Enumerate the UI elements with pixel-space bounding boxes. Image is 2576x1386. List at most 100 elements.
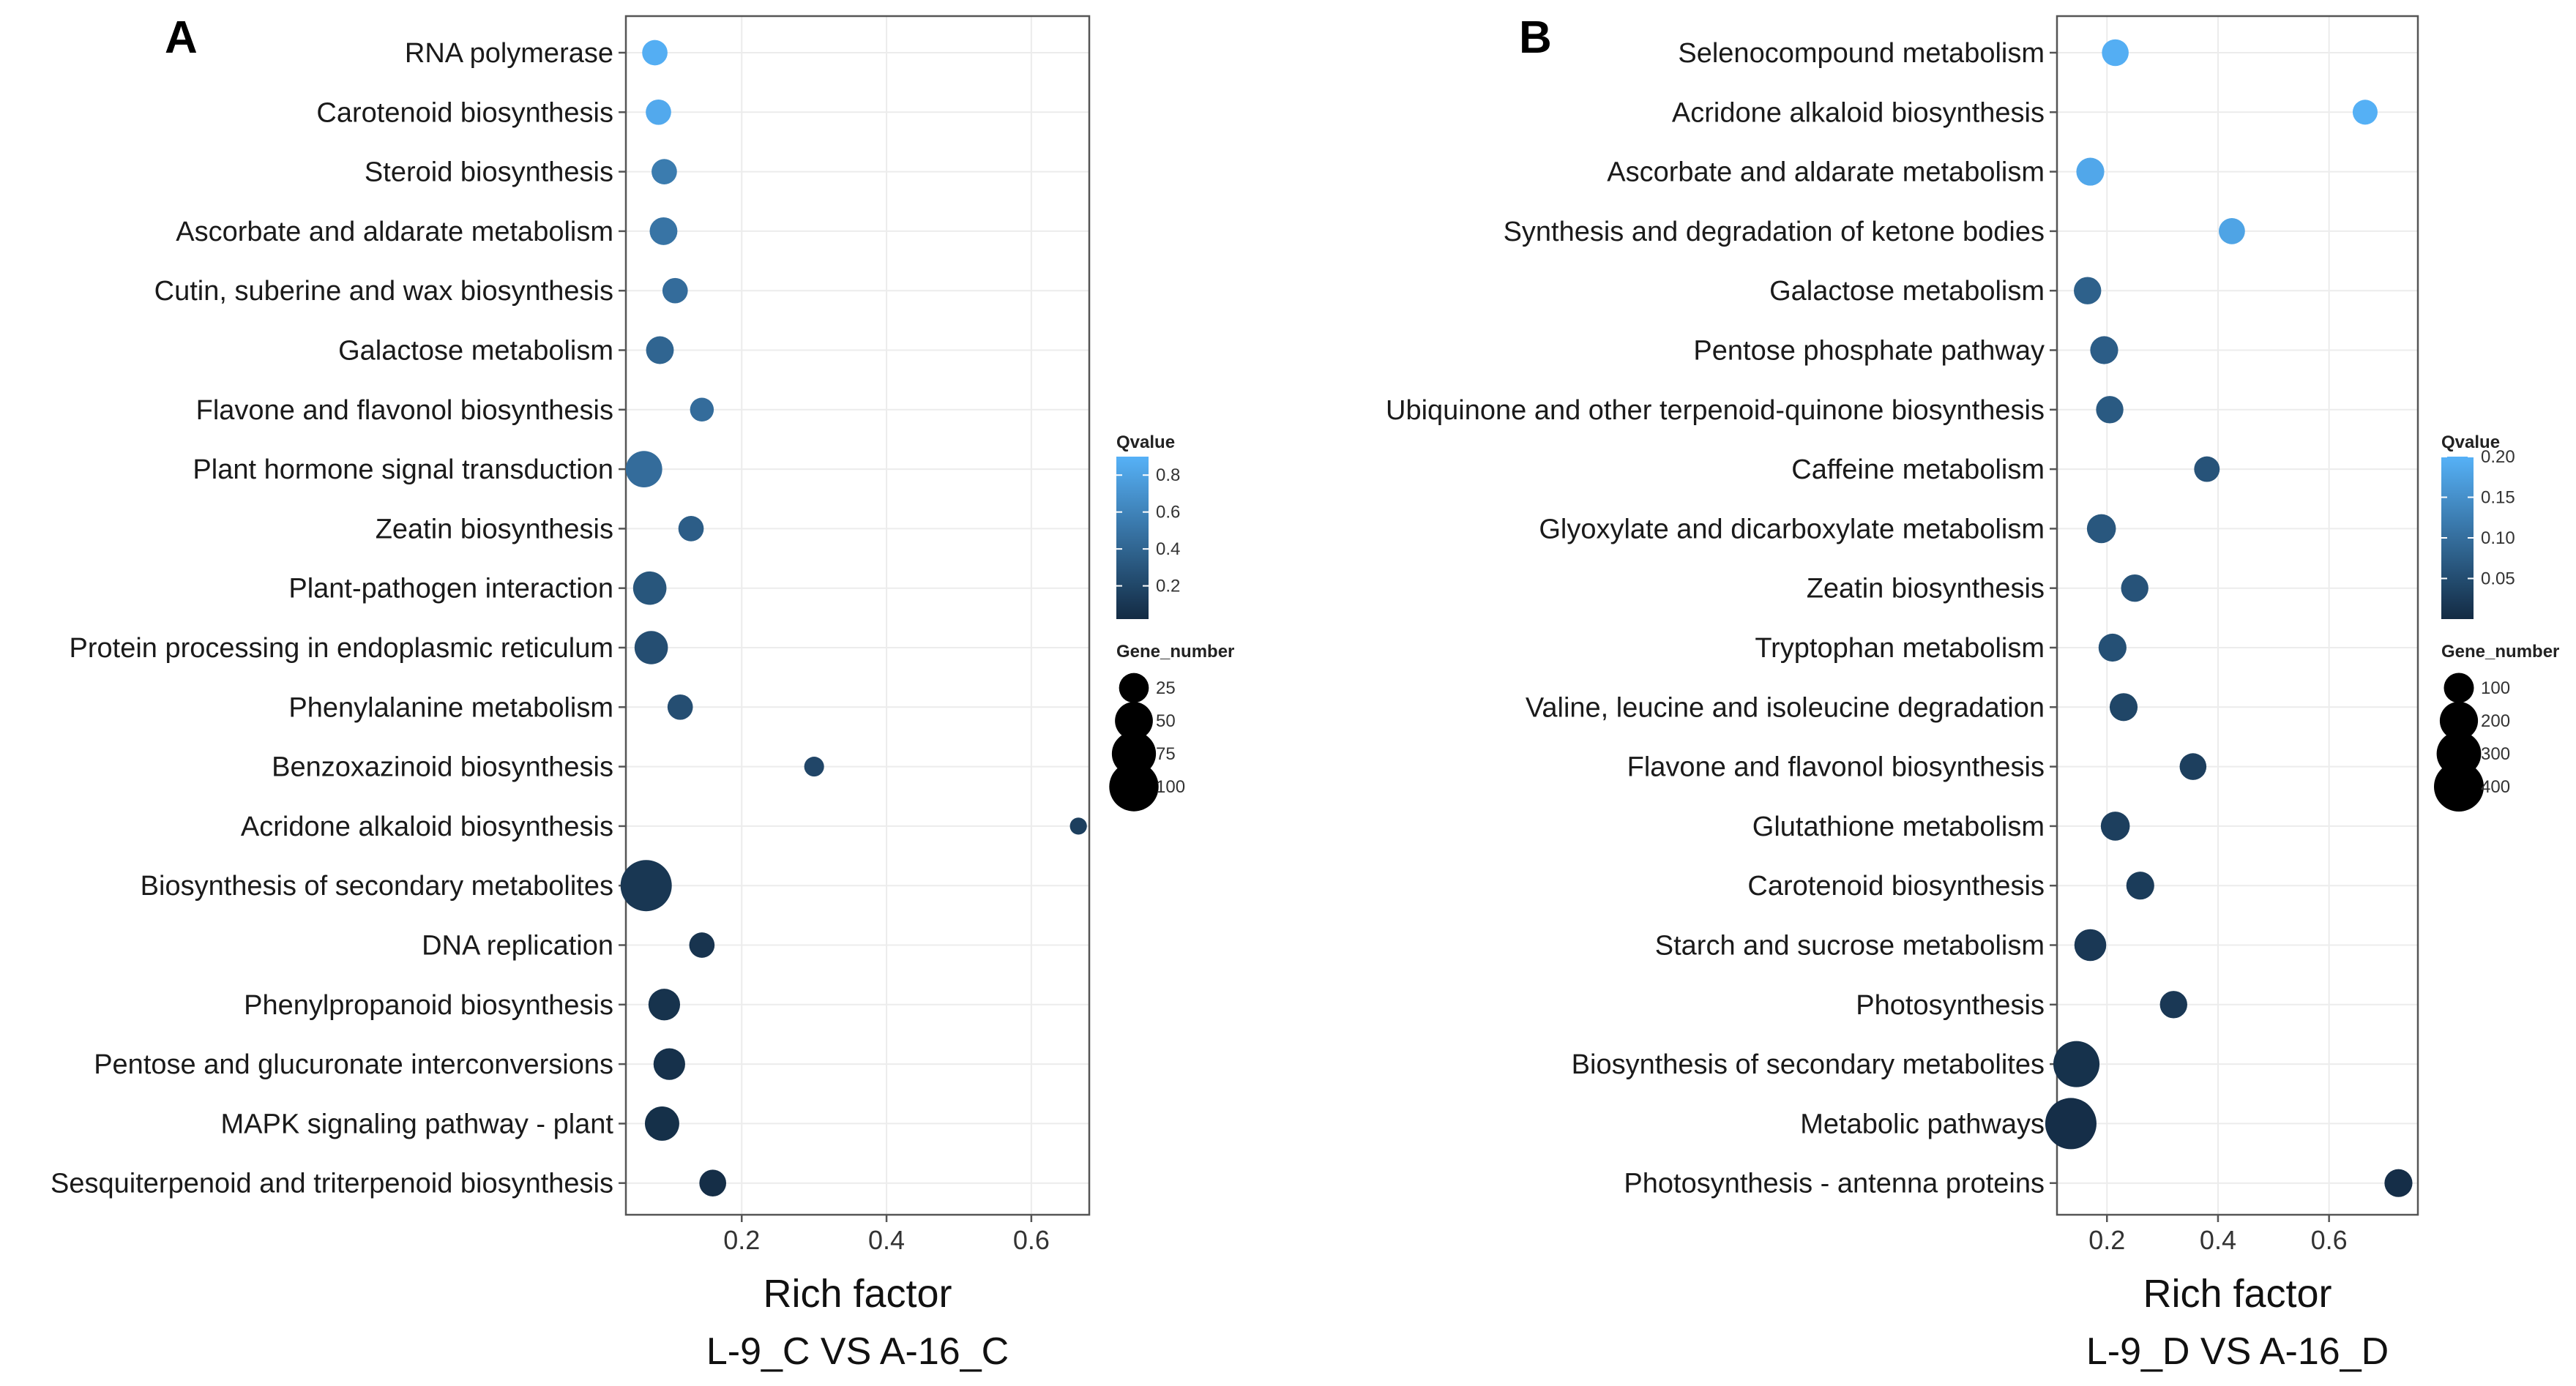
size-legend-title: Gene_number <box>1116 642 1234 662</box>
data-point <box>2045 1098 2097 1150</box>
y-tick-label: DNA replication <box>422 931 613 962</box>
x-tick-label: 0.2 <box>723 1225 760 1255</box>
data-point <box>2100 812 2130 841</box>
data-point <box>2384 1169 2413 1197</box>
data-point <box>2076 157 2105 186</box>
size-legend-key <box>2433 761 2484 812</box>
y-tick-label: Starch and sucrose metabolism <box>1655 931 2045 962</box>
y-tick-label: Pentose phosphate pathway <box>1693 336 2045 367</box>
y-tick-label: Plant-pathogen interaction <box>288 574 613 604</box>
size-legend-label: 300 <box>2481 744 2510 764</box>
panel-a: RNA polymerase Carotenoid biosynthesis Ste… <box>51 12 1234 1373</box>
data-point <box>2179 753 2207 780</box>
colorbar-tick-label: 0.10 <box>2481 528 2515 548</box>
y-tick-label: Phenylalanine metabolism <box>288 692 613 723</box>
data-point <box>2096 396 2124 424</box>
y-tick-label: Galactose metabolism <box>1769 276 2045 307</box>
y-tick-label: Benzoxazinoid biosynthesis <box>272 752 613 783</box>
size-legend-key <box>1119 673 1149 703</box>
data-point <box>1069 817 1087 835</box>
chart-subtitle: L-9_C VS A-16_C <box>706 1330 1009 1373</box>
data-point <box>620 860 672 912</box>
data-point <box>2102 39 2129 67</box>
y-tick-label: Acridone alkaloid biosynthesis <box>241 812 613 842</box>
size-legend-label: 25 <box>1156 678 1176 698</box>
y-tick-label: Cutin, suberine and wax biosynthesis <box>154 276 613 307</box>
x-axis-title: Rich factor <box>763 1272 952 1316</box>
colorbar-tick-label: 0.2 <box>1156 577 1180 596</box>
y-tick-label: Glyoxylate and dicarboxylate metabolism <box>1539 514 2045 544</box>
data-point <box>699 1169 727 1197</box>
y-tick-label: Ubiquinone and other terpenoid-quinone b… <box>1386 395 2045 426</box>
data-point <box>678 516 704 542</box>
panel-label: B <box>1519 12 1552 63</box>
colorbar-tick-label: 0.20 <box>2481 447 2515 467</box>
data-point <box>2194 456 2220 482</box>
y-tick-label: Flavone and flavonol biosynthesis <box>196 395 613 426</box>
y-tick-label: Metabolic pathways <box>1800 1109 2045 1139</box>
y-tick-label: Phenylpropanoid biosynthesis <box>244 990 613 1021</box>
data-point <box>2219 218 2245 244</box>
data-point <box>632 571 667 605</box>
data-point <box>667 694 693 720</box>
data-point <box>662 277 688 304</box>
plot-background <box>2057 16 2418 1215</box>
plot-background <box>626 16 1089 1215</box>
y-tick-label: Acridone alkaloid biosynthesis <box>1672 97 2045 128</box>
size-legend-label: 75 <box>1156 744 1176 764</box>
panel-label: A <box>165 12 198 63</box>
data-point <box>2121 574 2148 602</box>
x-tick-label: 0.4 <box>868 1225 905 1255</box>
y-tick-label: Sesquiterpenoid and triterpenoid biosynt… <box>51 1169 613 1199</box>
data-point <box>2098 633 2127 662</box>
y-tick-label: Tryptophan metabolism <box>1755 633 2045 664</box>
chart-subtitle: L-9_D VS A-16_D <box>2086 1330 2389 1373</box>
data-point <box>2159 991 2187 1019</box>
y-tick-label: Plant hormone signal transduction <box>193 454 613 485</box>
data-point <box>2086 514 2116 544</box>
size-legend-label: 100 <box>2481 678 2510 698</box>
y-tick-label: Zeatin biosynthesis <box>376 514 613 544</box>
y-tick-label: Glutathione metabolism <box>1752 812 2045 842</box>
data-point <box>649 217 678 245</box>
colorbar-tick-label: 0.6 <box>1156 503 1180 522</box>
x-axis-title: Rich factor <box>2143 1272 2332 1316</box>
y-tick-label: MAPK signaling pathway - plant <box>220 1109 613 1139</box>
x-tick-label: 0.2 <box>2088 1225 2125 1255</box>
data-point <box>2126 872 2154 900</box>
size-legend-label: 200 <box>2481 711 2510 731</box>
data-point <box>646 336 674 364</box>
data-point <box>2074 277 2102 304</box>
x-tick-label: 0.4 <box>2200 1225 2236 1255</box>
y-tick-label: Valine, leucine and isoleucine degradati… <box>1526 692 2045 723</box>
qvalue-legend-title: Qvalue <box>2441 432 2500 452</box>
data-point <box>2053 1041 2100 1087</box>
x-tick-label: 0.6 <box>1013 1225 1050 1255</box>
data-point <box>634 631 668 664</box>
size-legend-title: Gene_number <box>2441 642 2559 662</box>
y-tick-label: Selenocompound metabolism <box>1678 38 2045 69</box>
data-point <box>689 932 715 958</box>
y-tick-label: Ascorbate and aldarate metabolism <box>1607 157 2045 188</box>
size-legend-key <box>2439 701 2479 741</box>
colorbar-tick-label: 0.4 <box>1156 539 1180 559</box>
y-tick-label: Zeatin biosynthesis <box>1807 574 2045 604</box>
colorbar-tick-label: 0.05 <box>2481 569 2515 589</box>
y-tick-label: Biosynthesis of secondary metabolites <box>1572 1049 2045 1080</box>
y-tick-label: Protein processing in endoplasmic reticu… <box>70 633 613 664</box>
data-point <box>2090 336 2118 364</box>
data-point <box>648 989 681 1021</box>
data-point <box>2109 693 2138 722</box>
plot-border <box>2056 15 2419 1216</box>
y-tick-label: Pentose and glucuronate interconversions <box>94 1049 613 1080</box>
data-point <box>625 451 662 488</box>
panel-b: Selenocompound metabolism Acridone alkalo… <box>1386 12 2559 1373</box>
size-legend-label: 50 <box>1156 711 1176 731</box>
data-point <box>646 99 671 125</box>
size-legend-key <box>1115 702 1153 740</box>
qvalue-legend-title: Qvalue <box>1116 432 1175 452</box>
y-tick-label: Flavone and flavonol biosynthesis <box>1627 752 2045 783</box>
x-tick-label: 0.6 <box>2311 1225 2348 1255</box>
data-point <box>2352 100 2378 125</box>
